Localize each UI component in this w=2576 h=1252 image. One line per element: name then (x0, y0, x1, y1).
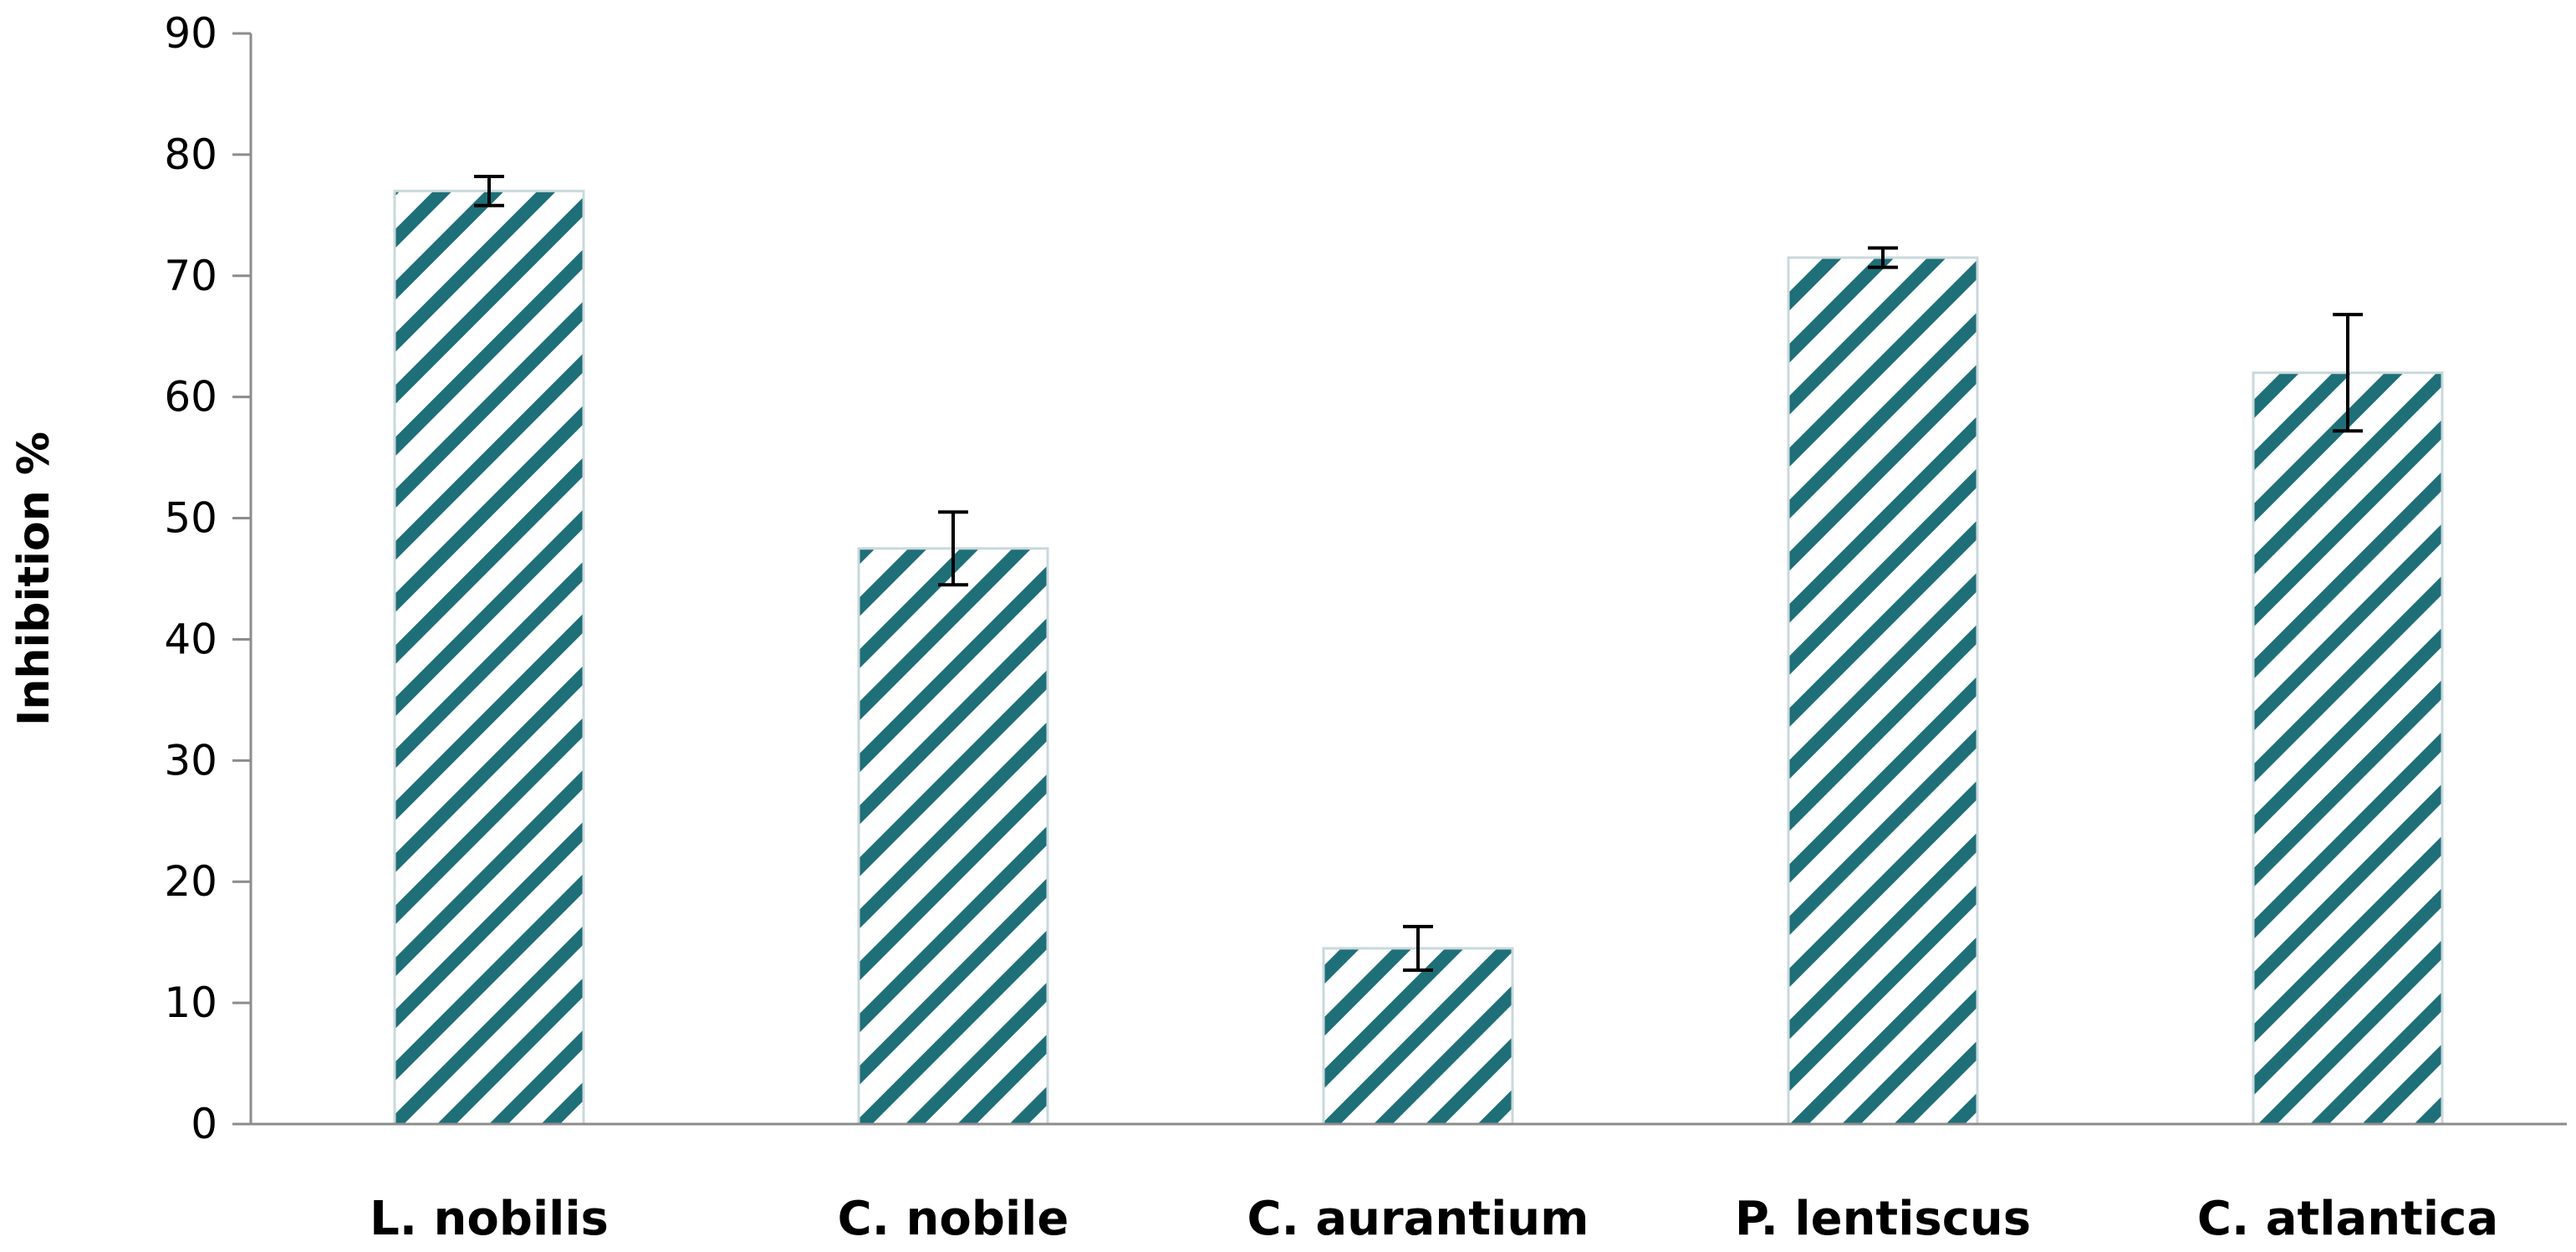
bar (857, 547, 1049, 1126)
y-tick-label: 40 (164, 615, 217, 663)
y-tick-label: 60 (164, 373, 217, 422)
y-tick-label: 30 (164, 736, 217, 784)
y-tick-label: 10 (164, 979, 217, 1027)
y-tick-label: 90 (164, 9, 217, 58)
y-axis-title: Inhibition % (9, 432, 59, 726)
y-axis-title-group: Inhibition % (9, 432, 59, 726)
x-category-label: C. atlantica (2197, 1192, 2498, 1246)
bar (2252, 371, 2444, 1126)
error-bar (1868, 246, 1898, 269)
error-bar (2333, 313, 2363, 433)
bar (1787, 256, 1979, 1126)
y-tick-label: 20 (164, 857, 217, 906)
bar (1322, 947, 1514, 1126)
x-axis-labels: L. nobilis C. nobile C. aurantium P. lentis… (370, 1192, 2498, 1246)
error-bars (474, 174, 2363, 972)
x-category-label: P. lentiscus (1735, 1192, 2031, 1246)
error-bar (474, 174, 504, 207)
error-bar (938, 510, 968, 587)
x-category-label: C. aurantium (1247, 1192, 1589, 1246)
y-tick-label: 0 (191, 1100, 217, 1148)
y-tick-label: 80 (164, 130, 217, 179)
y-tick-label: 50 (164, 494, 217, 543)
y-tick-label: 70 (164, 252, 217, 300)
error-bar (1403, 924, 1433, 972)
bar (393, 189, 585, 1126)
bars (393, 189, 2444, 1126)
x-category-label: C. nobile (838, 1192, 1069, 1246)
y-axis-ticks: 0 10 20 30 40 50 60 70 80 90 (164, 9, 251, 1148)
x-category-label: L. nobilis (370, 1192, 609, 1246)
